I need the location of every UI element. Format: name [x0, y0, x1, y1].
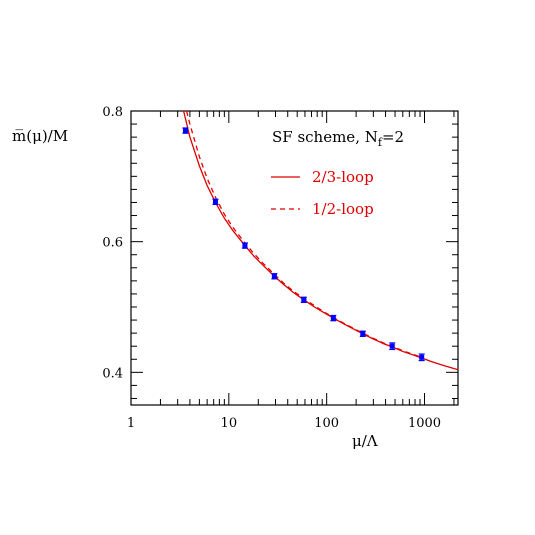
data-point	[360, 331, 366, 337]
x-tick-label: 100	[314, 416, 339, 431]
data-point	[419, 354, 425, 360]
data-point	[271, 273, 277, 279]
curves	[182, 110, 459, 371]
x-tick-label: 1000	[408, 416, 441, 431]
data-point	[301, 297, 307, 303]
legend-title-subscript: f	[378, 136, 383, 149]
data-point	[182, 128, 188, 134]
y-tick-label: 0.8	[102, 105, 123, 120]
data-point	[212, 199, 218, 205]
legend-entry-solid: 2/3-loop	[312, 168, 374, 186]
legend: SF scheme, Nf=2 2/3-loop 1/2-loop	[271, 128, 404, 218]
plot-frame	[130, 110, 459, 406]
legend-entry-dashed: 1/2-loop	[312, 200, 374, 218]
data-points	[182, 127, 425, 362]
y-axis-label: m̅(μ)/M	[12, 127, 68, 145]
tick-labels: 1 10 100 1000 0.4 0.6 0.8	[102, 105, 441, 431]
axis-ticks	[130, 110, 458, 405]
y-tick-label: 0.6	[102, 236, 123, 251]
data-point	[242, 243, 248, 249]
data-point	[389, 343, 395, 349]
legend-title-tail: =2	[382, 128, 404, 146]
legend-title-main: SF scheme, N	[272, 128, 378, 146]
y-tick-label: 0.4	[102, 366, 123, 381]
x-tick-label: 10	[221, 416, 238, 431]
x-axis-label: μ/Λ	[352, 432, 378, 450]
series-line-dashed	[185, 110, 422, 358]
series-line-solid	[182, 110, 459, 371]
x-tick-label: 1	[127, 416, 135, 431]
data-point	[330, 315, 336, 321]
legend-title: SF scheme, Nf=2	[272, 128, 404, 149]
